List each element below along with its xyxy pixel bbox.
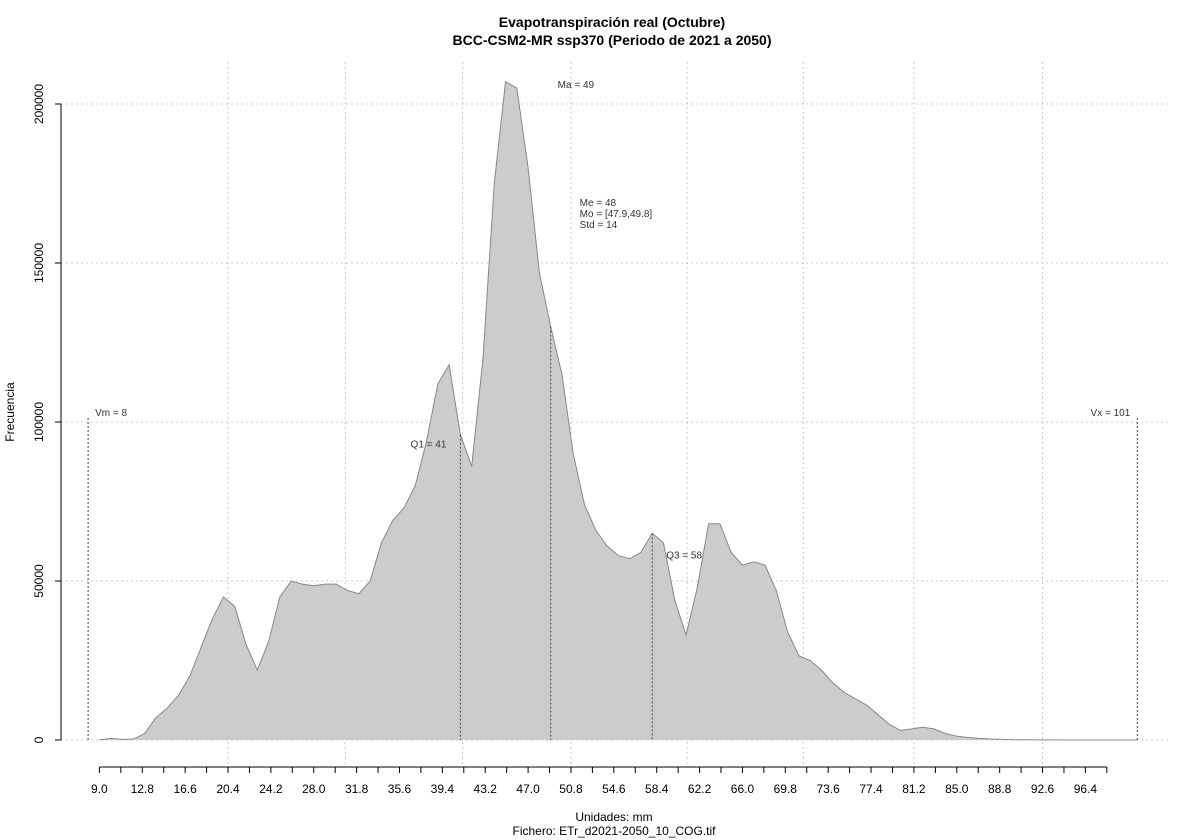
- x-tick-label: 69.8: [774, 782, 798, 796]
- x-tick-label: 81.2: [902, 782, 926, 796]
- mo-label: Mo = [47.9,49.8]: [580, 209, 653, 220]
- y-tick-label: 100000: [32, 402, 46, 442]
- x-tick-label: 66.0: [731, 782, 755, 796]
- frequency-line: [99, 80, 1138, 741]
- x-tick-label: 73.6: [817, 782, 841, 796]
- annotations: Vm = 8 Vx = 101 Q1 = 41 Q3 = 58 Ma = 49 Me = …: [95, 80, 1131, 562]
- x-tick-label: 47.0: [516, 782, 540, 796]
- file-footer: Fichero: ETr_d2021-2050_10_COG.tif: [513, 824, 717, 838]
- x-tick-label: 24.2: [259, 782, 283, 796]
- x-tick-label: 88.8: [988, 782, 1012, 796]
- x-tick-label: 31.8: [345, 782, 369, 796]
- vm-label: Vm = 8: [95, 408, 127, 419]
- x-tick-label: 62.2: [688, 782, 712, 796]
- x-tick-label: 35.6: [388, 782, 412, 796]
- axes: 0 50000 100000 150000 200000 9.0 12.8 16.6 20.4 2…: [32, 84, 1108, 796]
- frequency-area: [99, 81, 1138, 741]
- x-tick-label: 50.8: [559, 782, 583, 796]
- x-tick-label: 12.8: [131, 782, 155, 796]
- y-tick-label: 150000: [32, 243, 46, 283]
- x-tick-label: 85.0: [945, 782, 969, 796]
- std-label: Std = 14: [580, 220, 618, 231]
- me-label: Me = 48: [580, 198, 617, 209]
- y-tick-label: 0: [32, 736, 46, 743]
- vx-label: Vx = 101: [1091, 408, 1131, 419]
- x-tick-label: 96.4: [1074, 782, 1098, 796]
- x-tick-label: 54.6: [602, 782, 626, 796]
- q3-label: Q3 = 58: [666, 551, 702, 562]
- x-tick-label: 58.4: [645, 782, 669, 796]
- ma-label: Ma = 49: [558, 80, 595, 91]
- y-tick-label: 200000: [32, 84, 46, 124]
- q1-label: Q1 = 41: [411, 439, 447, 450]
- plot-area: [99, 80, 1138, 741]
- chart-subtitle: BCC-CSM2-MR ssp370 (Periodo de 2021 a 20…: [453, 32, 772, 48]
- chart-title: Evapotranspiración real (Octubre): [499, 14, 725, 30]
- y-axis-label: Frecuencia: [3, 382, 17, 442]
- x-tick-label: 43.2: [474, 782, 498, 796]
- y-tick-label: 50000: [32, 564, 46, 598]
- x-tick-label: 28.0: [302, 782, 326, 796]
- x-tick-label: 9.0: [91, 782, 108, 796]
- x-tick-label: 16.6: [173, 782, 197, 796]
- x-tick-label: 92.6: [1031, 782, 1055, 796]
- x-axis-label: Unidades: mm: [575, 810, 652, 824]
- x-tick-label: 77.4: [859, 782, 883, 796]
- reference-lines: [87, 326, 1138, 740]
- x-tick-label: 20.4: [216, 782, 240, 796]
- x-tick-label: 39.4: [431, 782, 455, 796]
